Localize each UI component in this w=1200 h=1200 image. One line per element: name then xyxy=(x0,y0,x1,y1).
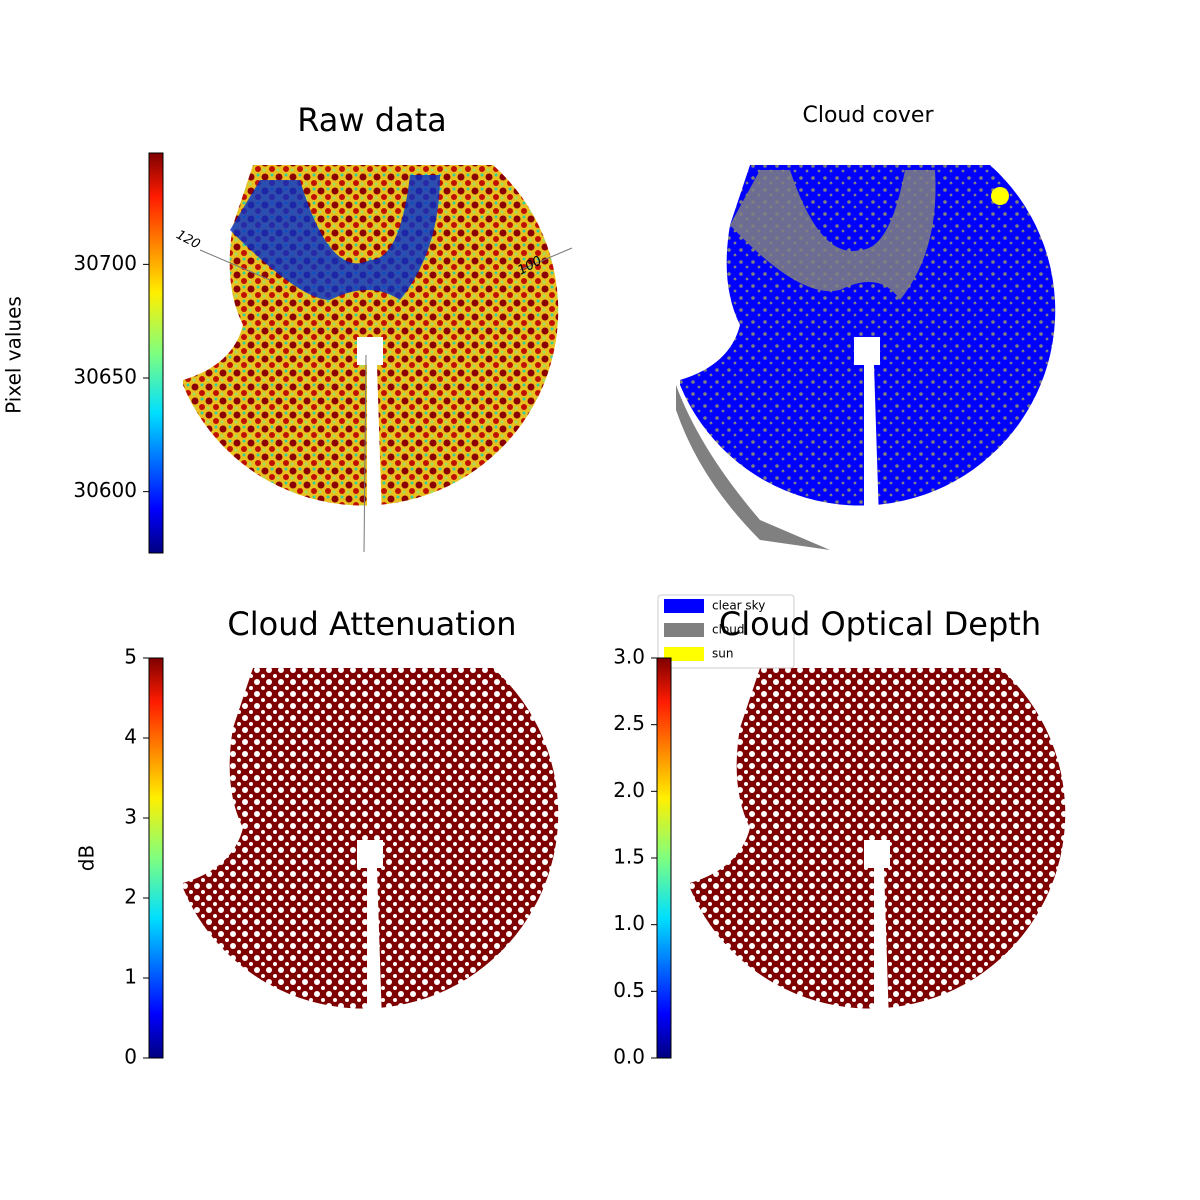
panel-title: Raw data xyxy=(297,101,447,139)
colorbar-tick-label: 0.0 xyxy=(613,1045,645,1069)
colorbar-tick-label: 3 xyxy=(124,805,137,829)
legend-swatch xyxy=(664,647,704,661)
colorbar-tick-label: 2.5 xyxy=(613,711,645,735)
polar-angle-label: 120 xyxy=(174,228,203,253)
colorbar-tick-label: 2.0 xyxy=(613,778,645,802)
panel-title: Cloud cover xyxy=(803,103,935,128)
colorbar-tick-label: 30600 xyxy=(73,478,137,502)
legend-label: clear sky xyxy=(712,599,765,613)
colorbar-tick-label: 2 xyxy=(124,885,137,909)
legend-swatch xyxy=(664,623,704,637)
legend-label: sun xyxy=(712,647,733,661)
colorbar-tick-label: 0.5 xyxy=(613,978,645,1002)
colorbar-label: dB xyxy=(75,845,99,871)
image-optical-depth xyxy=(690,668,1066,1053)
colorbar-label: Pixel values xyxy=(2,296,26,414)
colorbar-tick-label: 5 xyxy=(124,645,137,669)
colorbar xyxy=(656,657,672,1059)
colorbar-tick-label: 4 xyxy=(124,725,137,749)
colorbar-tick-label: 30700 xyxy=(73,251,137,275)
panel-title: Cloud Optical Depth xyxy=(719,605,1041,643)
colorbar-tick-label: 30650 xyxy=(73,365,137,389)
panel-title: Cloud Attenuation xyxy=(227,605,516,643)
colorbar-tick-label: 1.5 xyxy=(613,845,645,869)
image-raw xyxy=(183,165,573,553)
colorbar-tick-label: 1.0 xyxy=(613,911,645,935)
sun-marker xyxy=(991,187,1009,205)
colorbar-tick-label: 0 xyxy=(124,1045,137,1069)
legend-label: cloud xyxy=(712,623,745,637)
colorbar xyxy=(148,152,164,554)
image-attenuation xyxy=(183,668,559,1053)
legend-swatch xyxy=(664,599,704,613)
colorbar-tick-label: 3.0 xyxy=(613,645,645,669)
colorbar-tick-label: 1 xyxy=(124,965,137,989)
colorbar xyxy=(148,657,164,1059)
image-cloud-cover xyxy=(676,165,1056,550)
